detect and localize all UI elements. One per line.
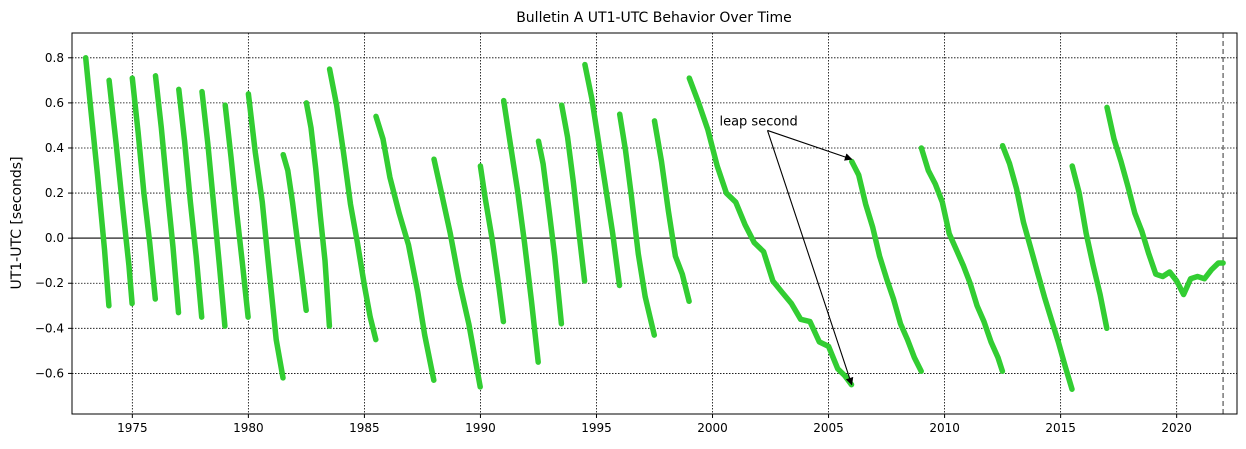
chart-title: Bulletin A UT1-UTC Behavior Over Time [516, 10, 792, 26]
series-ut1-utc [82, 55, 1226, 392]
series-segment-20 [686, 75, 855, 388]
series-segment-3 [152, 73, 182, 316]
y-tick-label-3: 0.0 [45, 231, 64, 245]
series-segment-2 [129, 75, 159, 302]
series-segment-10 [326, 66, 379, 343]
x-tick-label-9: 2020 [1161, 421, 1192, 435]
annotation-arrow-1 [766, 130, 854, 386]
y-tick-label-2: −0.2 [35, 276, 64, 290]
series-segment-5 [199, 88, 228, 329]
series-segment-16 [558, 102, 588, 284]
series-segment-8 [280, 151, 309, 314]
y-tick-label-1: −0.4 [35, 321, 64, 335]
x-tick-label-2: 1985 [349, 421, 380, 435]
series-segment-4 [176, 86, 205, 320]
series-segment-1 [106, 77, 135, 307]
y-tick-label-4: 0.2 [45, 186, 64, 200]
y-tick-label-7: 0.8 [45, 51, 64, 65]
x-tick-label-7: 2010 [929, 421, 960, 435]
series-segment-25 [1104, 104, 1226, 298]
x-tick-label-1: 1980 [233, 421, 264, 435]
y-tick-label-6: 0.6 [45, 96, 64, 110]
plot-frame [71, 32, 1238, 415]
y-axis-label: UT1-UTC [seconds] [9, 156, 25, 289]
series-segment-19 [651, 118, 692, 305]
x-tick-label-5: 2000 [697, 421, 728, 435]
series-segment-24 [1069, 163, 1110, 332]
series-segment-23 [999, 142, 1075, 392]
y-axis-ticks: −0.6 −0.4 −0.2 0.0 0.2 0.4 0.6 0.8 [35, 51, 72, 380]
series-segment-22 [918, 145, 1006, 374]
y-tick-label-0: −0.6 [35, 366, 64, 380]
annotation-leap-second: leap second [719, 114, 797, 129]
x-tick-label-3: 1990 [465, 421, 496, 435]
series-segment-14 [500, 97, 541, 365]
y-tick-label-5: 0.4 [45, 141, 64, 155]
series-segment-12 [431, 156, 483, 390]
series-segment-6 [222, 102, 251, 320]
x-tick-label-4: 1995 [581, 421, 612, 435]
x-axis-ticks: 1975 1980 1985 1990 1995 2000 2005 2010 2015 2020 [117, 414, 1192, 435]
x-tick-label-0: 1975 [117, 421, 148, 435]
annotation-arrow-0 [767, 129, 853, 161]
annotation: leap second [719, 114, 854, 386]
series-segment-17 [582, 61, 623, 289]
series-segment-18 [616, 111, 658, 338]
series-segment-15 [535, 138, 565, 327]
series-segment-21 [849, 158, 924, 374]
series-segment-0 [82, 55, 112, 309]
x-tick-label-8: 2015 [1045, 421, 1076, 435]
series-segment-13 [477, 163, 507, 325]
series-segment-11 [373, 113, 437, 383]
series-segment-9 [303, 100, 333, 329]
series-segment-7 [245, 91, 286, 381]
x-tick-label-6: 2005 [813, 421, 844, 435]
